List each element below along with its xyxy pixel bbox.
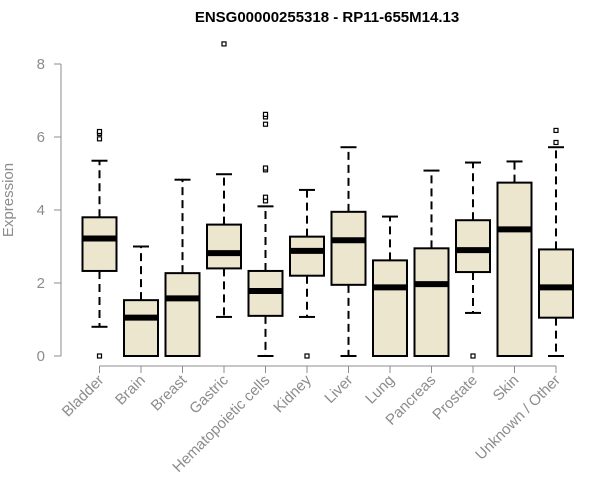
outlier-point [262,111,269,117]
outlier-point [304,353,310,359]
outlier-point [553,127,559,134]
outlier-point [96,136,103,142]
outlier-point [470,353,476,359]
outlier-point [262,121,269,127]
box-group-liver [330,146,367,357]
chart-title: ENSG00000255318 - RP11-655M14.13 [195,9,459,26]
box-iqr [496,181,533,357]
box-group-hematopoietic-cells [247,111,284,357]
y-tick-label: 6 [37,129,45,146]
x-tick-label: Brain [112,372,149,409]
outlier-point [221,41,227,47]
box-iqr [372,259,408,357]
outlier-point [553,139,559,146]
box-group-brain [123,245,159,357]
box-group-lung [372,215,408,357]
box-group-kidney [289,188,325,359]
box-iqr [81,216,118,272]
box-group-skin [496,160,533,357]
box-iqr [206,223,242,270]
y-tick-label: 8 [37,56,45,73]
box-iqr [538,248,574,319]
outlier-point [262,194,269,200]
x-tick-label: Skin [490,372,523,405]
box-group-gastric [206,41,242,318]
y-tick-label: 4 [37,202,45,219]
box-iqr [164,272,201,357]
box-iqr [330,210,367,286]
x-tick-label: Liver [321,372,356,407]
y-axis-label: Expression [0,163,17,237]
box-group-bladder [81,128,118,359]
outlier-point [96,353,103,359]
x-tick-label: Lung [362,372,398,408]
box-group-breast [164,178,201,357]
box-group-prostate [455,161,491,359]
box-iqr [123,299,159,357]
box-iqr [413,247,450,357]
boxes-layer [81,41,574,359]
box-iqr [289,235,325,277]
outlier-point [262,165,269,171]
x-tick-label: Kidney [270,371,315,416]
y-tick-label: 2 [37,275,45,292]
x-tick-label: Bladder [59,372,108,421]
box-group-unknown-other [538,127,574,357]
box-iqr [455,219,491,274]
outlier-point [96,128,103,135]
y-axis: 0 2 4 6 8 [37,56,62,365]
x-tick-label: Prostate [429,372,481,424]
x-tick-label: Breast [148,371,191,414]
y-tick-label: 0 [37,348,45,365]
box-group-pancreas [413,169,450,357]
